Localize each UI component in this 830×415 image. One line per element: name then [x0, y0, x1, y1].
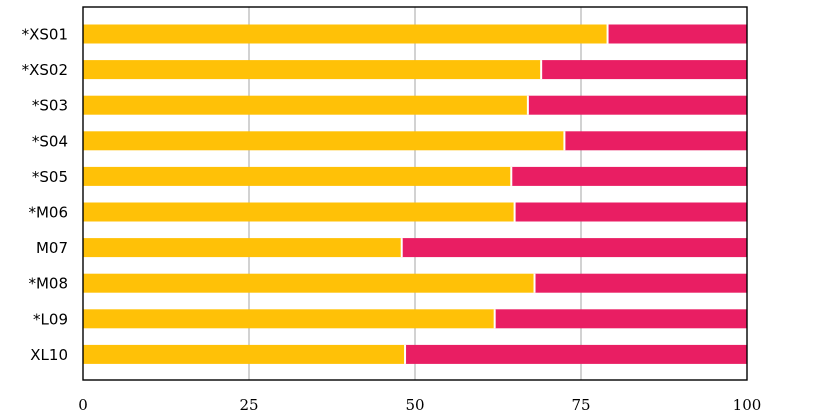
- bar-segment-pink-3: [564, 131, 747, 151]
- bar-segment-yellow-6: [83, 238, 402, 258]
- x-tick-label: 50: [405, 396, 424, 414]
- category-label: *M08: [28, 275, 68, 293]
- category-label: *XS02: [22, 61, 68, 79]
- bar-segment-pink-8: [494, 309, 747, 329]
- category-label: *XS01: [22, 26, 68, 44]
- x-tick-label: 0: [78, 396, 88, 414]
- category-labels: *XS01 *XS02 *S03 *S04 *S05 *M06 M07 *M08 *L09 XL1…: [22, 26, 68, 364]
- bar-segment-yellow-9: [83, 344, 406, 364]
- bar-segment-yellow-1: [83, 60, 542, 80]
- x-tick-label: 75: [571, 396, 590, 414]
- bar-segment-yellow-4: [83, 166, 512, 186]
- bar-segment-pink-9: [405, 344, 747, 364]
- bar-segment-pink-7: [534, 273, 747, 293]
- category-label: XL10: [30, 346, 68, 364]
- category-label: *S04: [32, 132, 68, 150]
- bar-segment-pink-0: [607, 24, 747, 44]
- bar-segment-pink-5: [514, 202, 747, 222]
- bar-segment-yellow-5: [83, 202, 515, 222]
- category-label: *S05: [32, 168, 68, 186]
- x-tick-label: 25: [239, 396, 258, 414]
- category-label: *S03: [32, 97, 68, 115]
- bar-segment-pink-1: [541, 60, 747, 80]
- bars: [83, 24, 747, 364]
- plot-frame: [82, 6, 748, 381]
- bar-segment-yellow-0: [83, 24, 608, 44]
- bar-segment-pink-2: [527, 95, 747, 115]
- bar-segment-yellow-7: [83, 273, 535, 293]
- x-tick-label: 100: [733, 396, 762, 414]
- bar-segment-yellow-2: [83, 95, 528, 115]
- category-label: M07: [36, 239, 68, 257]
- category-label: *M06: [28, 204, 68, 222]
- x-axis-tick-labels: 0 25 50 75 100: [78, 396, 761, 414]
- bar-segment-pink-4: [511, 166, 747, 186]
- bar-segment-yellow-8: [83, 309, 495, 329]
- bar-segment-yellow-3: [83, 131, 565, 151]
- category-label: *L09: [33, 310, 68, 328]
- bar-segment-pink-6: [401, 238, 747, 258]
